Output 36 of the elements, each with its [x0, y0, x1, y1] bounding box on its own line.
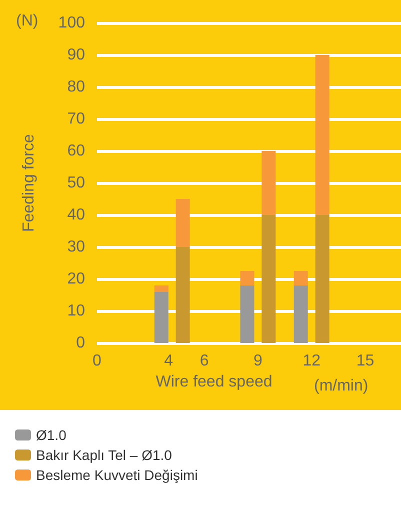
bar — [240, 285, 254, 343]
y-tick-label: 100 — [58, 14, 86, 32]
bar — [262, 151, 276, 215]
y-tick-label: 80 — [67, 78, 86, 96]
legend-label: Bakır Kaplı Tel – Ø1.0 — [36, 447, 172, 463]
x-tick-label: 12 — [302, 352, 321, 370]
bar — [315, 215, 330, 343]
x-axis-title: Wire feed speed — [156, 373, 272, 390]
legend-label: Ø1.0 — [36, 427, 67, 443]
text: (N) — [16, 12, 38, 30]
legend-label: Besleme Kuvveti Değişimi — [36, 467, 198, 483]
y-tick-label: 20 — [67, 270, 86, 288]
y-tick-label: 40 — [67, 206, 86, 224]
y-tick-label: 60 — [67, 142, 86, 160]
y-tick-label: 90 — [67, 46, 86, 64]
bar — [154, 285, 168, 292]
y-axis-title: Feeding force — [20, 134, 38, 232]
y-tick-label: 10 — [67, 302, 86, 320]
y-tick-label: 0 — [76, 334, 86, 352]
bar — [176, 199, 190, 247]
y-tick-label: 30 — [67, 238, 86, 256]
y-tick-label: 50 — [67, 174, 86, 192]
bar — [154, 292, 168, 343]
x-tick-label: 0 — [92, 352, 102, 370]
text: (m/min) — [314, 378, 368, 394]
bar — [294, 271, 308, 286]
x-tick-label: 6 — [200, 352, 209, 370]
y-tick-label: 70 — [67, 110, 86, 128]
bar — [176, 247, 190, 343]
bar — [262, 215, 276, 343]
x-tick-label: 9 — [253, 352, 262, 370]
bar — [294, 285, 308, 343]
x-tick-label: 4 — [164, 352, 174, 370]
bar — [315, 55, 330, 215]
bar — [240, 271, 254, 286]
x-tick-label: 15 — [356, 352, 374, 370]
